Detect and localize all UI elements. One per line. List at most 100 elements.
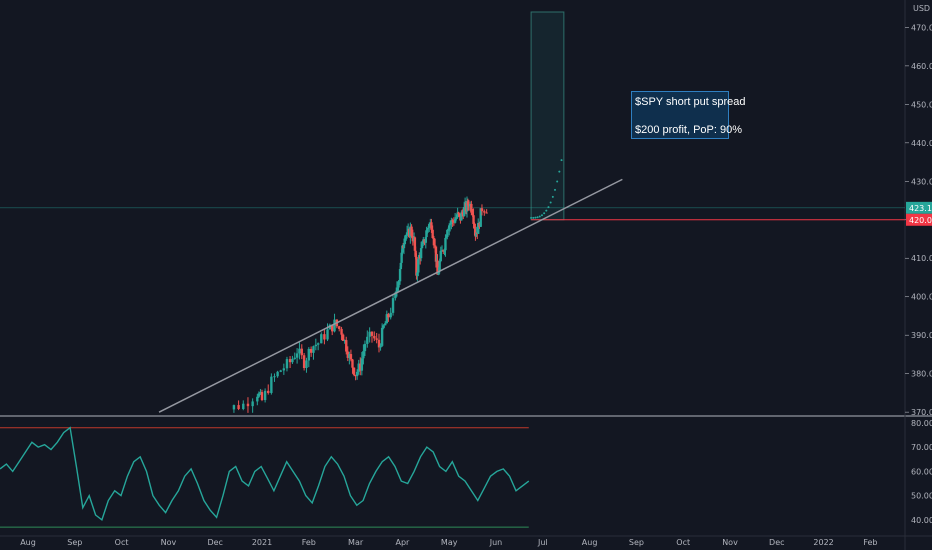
time-tick-label: May [441, 538, 458, 547]
candle-body [424, 237, 427, 243]
candle-body [320, 334, 323, 344]
time-tick-label: Aug [582, 538, 598, 547]
candle-body [349, 354, 353, 360]
candle-body [444, 237, 447, 251]
strike-price-tag [906, 213, 932, 226]
candle-body [314, 344, 318, 347]
candle-body [483, 211, 486, 213]
candle-body [357, 363, 360, 372]
candle-body [471, 212, 474, 216]
projection-dot [540, 214, 543, 217]
price-tick-label: 380.00 [911, 370, 932, 379]
time-tick-label: Dec [769, 538, 784, 547]
candle-body [485, 212, 488, 214]
candle-body [457, 212, 460, 214]
candle-body [285, 359, 289, 369]
candle-body [477, 222, 480, 234]
candle-body [307, 348, 310, 361]
candle-body [312, 346, 315, 353]
candle-body [368, 331, 371, 337]
candle-body [293, 357, 296, 359]
candle-body [346, 351, 349, 358]
candle-body [472, 215, 475, 224]
candle-body [291, 358, 294, 363]
candle-body [417, 259, 420, 273]
candle-body [455, 217, 458, 219]
oscillator-axis[interactable]: 40.00 50.00 60.00 70.00 80.00 [911, 419, 932, 525]
time-tick-label: Oct [676, 538, 690, 547]
oscillator-pane [0, 426, 530, 528]
candle-body [270, 376, 273, 393]
candle-body [413, 237, 417, 251]
candle-body [447, 229, 450, 231]
price-tick-label: 370.00 [911, 408, 932, 417]
candle-body [453, 218, 457, 223]
candle-body [479, 208, 482, 227]
time-tick-label: Nov [161, 538, 177, 547]
candle-body [468, 203, 472, 207]
candle-body [263, 390, 267, 401]
projection-dot [530, 216, 533, 219]
osc-tick-label: 60.00 [911, 467, 932, 476]
candle-body [475, 232, 478, 237]
candle-body [370, 331, 374, 336]
candle-body [394, 292, 397, 299]
price-axis[interactable]: 370.00 380.00 390.00 400.00 410.00 420.00 430.… [905, 23, 932, 417]
candle-body [257, 393, 261, 397]
candle-body [348, 354, 351, 358]
annotation-box[interactable]: $SPY short put spread $200 profit, PoP: … [631, 91, 746, 139]
annotation-line-1: $SPY short put spread [635, 96, 746, 108]
candle-body [385, 314, 388, 324]
candle-body [416, 272, 419, 276]
candle-body [397, 281, 400, 288]
price-tick-label: 440.00 [911, 139, 932, 148]
candle-body [242, 403, 245, 410]
candle-body [279, 370, 282, 372]
projection-box [530, 11, 565, 221]
candle-body [414, 250, 417, 258]
candle-body [380, 327, 384, 346]
candle-body [338, 326, 341, 329]
candle-body [399, 262, 403, 270]
candle-body [426, 229, 429, 231]
time-tick-label: Feb [863, 538, 877, 547]
osc-tick-label: 80.00 [911, 419, 932, 428]
candle-body [450, 220, 453, 225]
candle-body [300, 348, 303, 356]
candle-body [259, 392, 262, 394]
candle-body [415, 257, 418, 276]
current-price-tag [906, 201, 932, 214]
candle-body [431, 229, 434, 239]
candle-body [448, 225, 451, 230]
candle-body [375, 338, 378, 340]
candle-body [359, 363, 362, 371]
time-tick-label: Feb [302, 538, 316, 547]
time-tick-label: Oct [115, 538, 129, 547]
candle-body [366, 336, 369, 344]
time-tick-label: 2022 [813, 538, 833, 547]
price-tick-label: 390.00 [911, 331, 932, 340]
candle-body [460, 212, 463, 221]
candle-body [432, 238, 436, 246]
candle-body [439, 250, 442, 262]
candle-body [480, 208, 484, 212]
candle-body [402, 243, 406, 249]
projection-dot [560, 159, 563, 162]
candle-body [260, 392, 264, 401]
projection-dot [554, 188, 557, 191]
candle-body [426, 227, 430, 230]
projection-dot [551, 195, 554, 198]
candle-body [382, 325, 385, 328]
candle-body [351, 359, 354, 368]
candle-body [256, 396, 259, 402]
candle-body [355, 371, 359, 377]
projection-dot [543, 212, 546, 215]
time-axis[interactable]: Aug Sep Oct Nov Dec 2021 Feb Mar Apr May Jun Jul Aug… [0, 535, 932, 547]
time-tick-label: 2021 [252, 538, 272, 547]
candle-body [340, 328, 343, 335]
time-tick-label: Nov [722, 538, 738, 547]
candle-body [273, 376, 276, 378]
candle-body [400, 252, 403, 263]
candle-body [377, 339, 381, 348]
price-tick-label: 460.00 [911, 62, 932, 71]
